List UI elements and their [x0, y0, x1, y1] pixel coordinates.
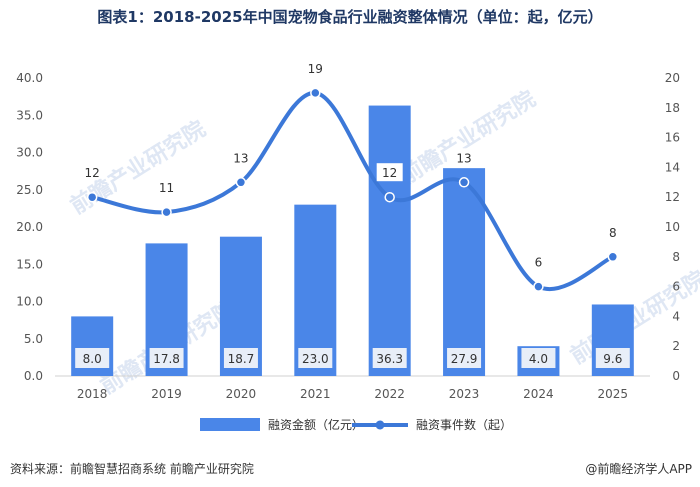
- bar-data-label: 4.0: [529, 352, 548, 366]
- line-data-label: 8: [609, 226, 617, 240]
- brand-label: @前瞻经济学人APP: [585, 462, 692, 476]
- bar-data-label: 9.6: [603, 352, 622, 366]
- bar-label-box: [223, 348, 258, 368]
- line-data-label: 13: [456, 151, 471, 165]
- y-right-tick-label: 6: [672, 280, 680, 294]
- series-line: [91, 90, 614, 291]
- y-right-tick-label: 2: [672, 339, 680, 353]
- y-right-tick-label: 14: [665, 160, 680, 174]
- y-left-tick-label: 30.0: [16, 146, 43, 160]
- line-data-label: 12: [85, 166, 100, 180]
- legend-bar-label: 融资金额（亿元）: [268, 417, 364, 432]
- line-point: [235, 177, 247, 188]
- bar-data-label: 27.9: [451, 352, 478, 366]
- legend-line-marker: [375, 420, 385, 430]
- y-right-tick-label: 12: [665, 190, 680, 204]
- y-left-tick-label: 40.0: [16, 71, 43, 85]
- x-tick-label: 2022: [374, 387, 405, 401]
- y-right-tick-label: 10: [665, 220, 680, 234]
- bar: [294, 204, 337, 376]
- y-left-tick-label: 15.0: [16, 257, 43, 271]
- bar-label-box: [447, 348, 482, 368]
- y-right-tick-label: 8: [672, 250, 680, 264]
- y-right-tick-label: 18: [665, 101, 680, 115]
- line-data-label: 12: [382, 166, 397, 180]
- line-data-label: 19: [308, 62, 323, 76]
- bar-label-box: [75, 348, 110, 368]
- y-left-tick-label: 10.0: [16, 295, 43, 309]
- y-right-tick-label: 4: [672, 309, 680, 323]
- bar-data-label: 23.0: [302, 352, 329, 366]
- bar: [443, 168, 486, 376]
- source-note: 资料来源：前瞻智慧招商系统 前瞻产业研究院: [10, 462, 254, 476]
- x-tick-label: 2025: [598, 387, 629, 401]
- bar: [368, 105, 411, 376]
- line-point: [384, 191, 395, 203]
- y-right-tick-label: 16: [665, 131, 680, 145]
- y-left-tick-label: 35.0: [16, 108, 43, 122]
- bar-data-label: 8.0: [83, 352, 102, 366]
- x-tick-label: 2023: [449, 387, 480, 401]
- bar-label-box: [298, 348, 333, 368]
- legend-bar-swatch: [200, 418, 260, 431]
- bar-label-box: [149, 348, 184, 368]
- x-tick-label: 2024: [523, 387, 554, 401]
- line-label-box: [376, 163, 403, 182]
- bar-label-box: [595, 348, 630, 368]
- x-tick-label: 2018: [77, 387, 108, 401]
- line-point: [533, 281, 544, 292]
- x-tick-label: 2020: [226, 387, 257, 401]
- y-left-tick-label: 5.0: [24, 332, 43, 346]
- y-left-tick-label: 0.0: [24, 369, 43, 383]
- bar-data-label: 36.3: [376, 352, 403, 366]
- line-data-label: 6: [535, 256, 543, 270]
- x-tick-label: 2021: [300, 387, 331, 401]
- y-left-tick-label: 25.0: [16, 183, 43, 197]
- y-right-tick-label: 20: [665, 71, 680, 85]
- line-point: [86, 191, 98, 203]
- bar-label-box: [521, 348, 556, 368]
- y-left-tick-label: 20.0: [16, 220, 43, 234]
- line-point: [161, 206, 172, 218]
- bar-data-label: 18.7: [228, 352, 255, 366]
- x-tick-label: 2019: [151, 387, 182, 401]
- line-data-label: 13: [233, 151, 248, 165]
- line-data-label: 11: [159, 181, 174, 195]
- line-point: [458, 177, 470, 188]
- bar-label-box: [372, 348, 407, 368]
- line-point: [607, 251, 619, 263]
- legend-line-label: 融资事件数（起）: [416, 417, 512, 432]
- bar-data-label: 17.8: [153, 352, 180, 366]
- line-label-box: [451, 148, 478, 167]
- line-point: [310, 87, 321, 99]
- y-right-tick-label: 0: [672, 369, 680, 383]
- chart-title: 图表1：2018-2025年中国宠物食品行业融资整体情况（单位：起，亿元）: [97, 8, 603, 26]
